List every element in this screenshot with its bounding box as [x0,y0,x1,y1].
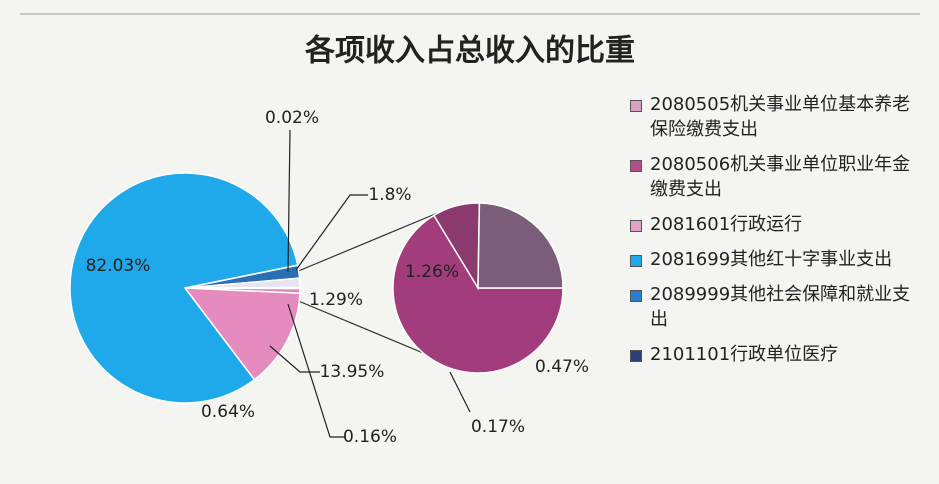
data-label: 1.26% [405,262,459,282]
legend-swatch [630,350,642,362]
legend-label: 2080505机关事业单位基本养老保险缴费支出 [650,94,911,140]
legend-label: 2080506机关事业单位职业年金缴费支出 [650,154,911,200]
connector [295,211,441,273]
data-label: 0.47% [535,357,589,377]
data-label: 0.16% [343,427,397,447]
legend: 2080505机关事业单位基本养老保险缴费支出 2080506机关事业单位职业年金… [628,92,928,377]
slice [69,172,299,404]
data-label: 1.29% [309,290,363,310]
legend-swatch [630,100,642,112]
data-label: 13.95% [320,362,385,382]
slice [392,214,564,374]
leader-line [287,129,291,273]
leader-line [287,303,345,438]
data-label: 0.17% [471,417,525,437]
data-label: 0.64% [201,402,255,422]
legend-item: 2101101行政单位医疗 [628,342,928,367]
legend-item: 2089999其他社会保障和就业支出 [628,282,928,332]
legend-label: 2081699其他红十字事业支出 [650,249,893,270]
legend-item: 2080505机关事业单位基本养老保险缴费支出 [628,92,928,142]
legend-swatch [630,255,642,267]
legend-item: 2081601行政运行 [628,212,928,237]
slice [183,287,301,381]
legend-swatch [630,160,642,172]
leader-line [295,194,368,271]
leader-line [449,371,471,413]
legend-label: 2101101行政单位医疗 [650,344,839,365]
data-label: 0.02% [265,108,319,128]
legend-swatch [630,290,642,302]
leader-line [269,345,320,373]
data-label: 82.03% [86,256,151,276]
legend-label: 2089999其他社会保障和就业支出 [650,284,911,330]
connector [295,299,441,361]
legend-swatch [630,220,642,232]
legend-label: 2081601行政运行 [650,214,803,235]
slice [477,202,564,289]
legend-item: 2080506机关事业单位职业年金缴费支出 [628,152,928,202]
legend-item: 2081699其他红十字事业支出 [628,247,928,272]
data-label: 1.8% [368,185,411,205]
chart-title: 各项收入占总收入的比重 [304,34,635,69]
